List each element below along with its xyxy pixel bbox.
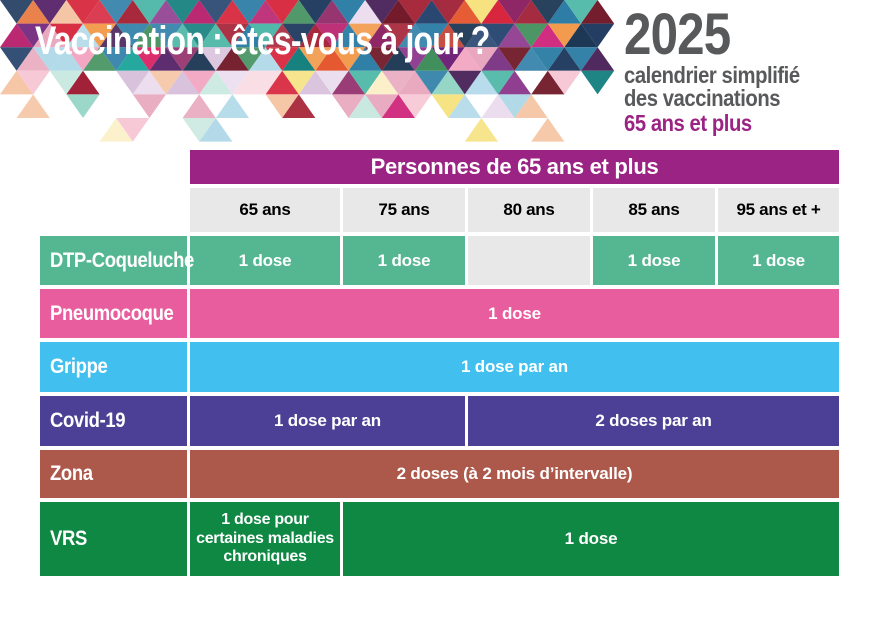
dose-cell-dtp-75: 1 dose — [343, 236, 465, 285]
page-title: Vaccination : êtes-vous à jour ? — [35, 19, 490, 63]
row-label-vrs: VRS — [40, 502, 187, 576]
age-column-header-65: 65 ans — [190, 188, 340, 232]
year: 2025 — [624, 2, 731, 67]
row-label-covid19: Covid-19 — [40, 396, 187, 446]
mosaic-banner — [0, 0, 615, 142]
row-label-dtp-coqueluche: DTP-Coqueluche — [40, 236, 194, 285]
row-label-zona: Zona — [40, 450, 187, 498]
table-title: Personnes de 65 ans et plus — [190, 150, 839, 184]
age-column-header-85: 85 ans — [593, 188, 715, 232]
dose-cell-covid-80plus: 2 doses par an — [468, 396, 839, 446]
row-label-pneumocoque: Pneumocoque — [40, 289, 187, 338]
subtitle-line1: calendrier simplifié — [624, 62, 800, 88]
dose-cell-dtp-65: 1 dose — [190, 236, 340, 285]
audience-label: 65 ans et plus — [624, 109, 752, 136]
age-column-header-80: 80 ans — [468, 188, 590, 232]
dose-cell-grippe-all: 1 dose par an — [190, 342, 839, 392]
triangle-mosaic-graphic — [0, 0, 615, 142]
subtitle-line2: des vaccinations — [624, 85, 781, 112]
dose-cell-zona-all: 2 doses (à 2 mois d’intervalle) — [190, 450, 839, 498]
age-column-header-95: 95 ans et + — [718, 188, 839, 232]
dose-cell-covid-65-75: 1 dose par an — [190, 396, 465, 446]
dose-cell-vrs-65: 1 dose pour certaines maladies chronique… — [190, 502, 340, 576]
dose-cell-dtp-95: 1 dose — [718, 236, 839, 285]
vaccination-table: Personnes de 65 ans et plus 65 ans 75 an… — [40, 150, 839, 576]
dose-cell-pneumocoque-all: 1 dose — [190, 289, 839, 338]
row-label-grippe: Grippe — [40, 342, 187, 392]
dose-cell-dtp-85: 1 dose — [593, 236, 715, 285]
age-column-header-75: 75 ans — [343, 188, 465, 232]
dose-cell-dtp-80-empty — [468, 236, 590, 285]
dose-cell-vrs-rest: 1 dose — [343, 502, 839, 576]
brand-block: 2025 calendrier simplifié des vaccinatio… — [624, 2, 886, 136]
